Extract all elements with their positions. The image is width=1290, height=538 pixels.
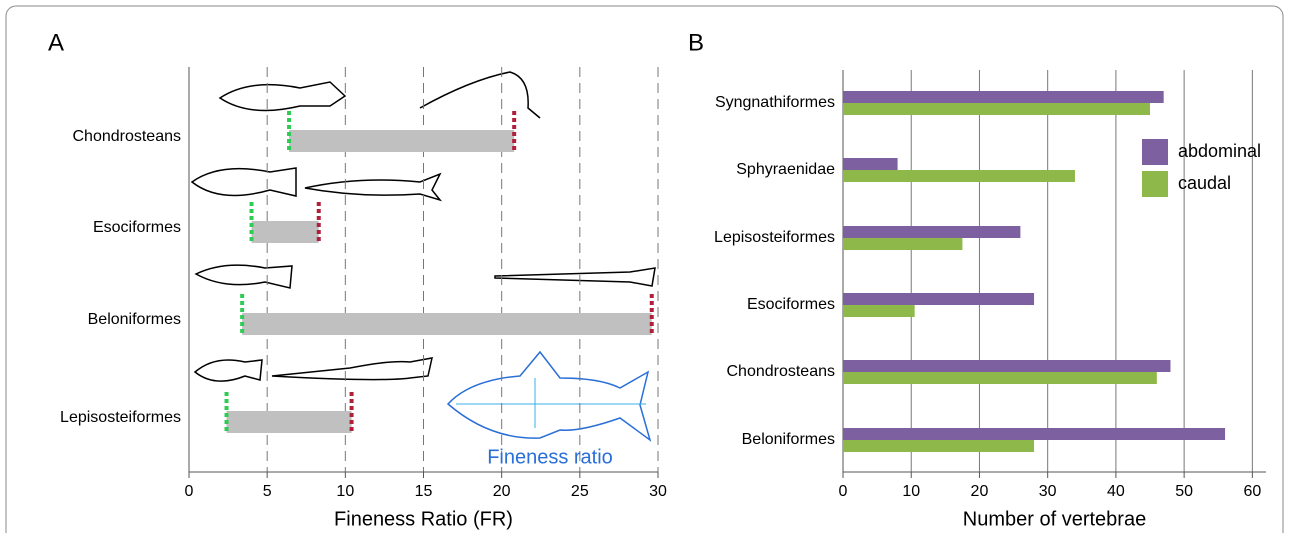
fish [194,264,293,289]
fish [419,71,541,119]
bar [843,158,898,170]
fish [304,172,443,202]
x-tick-label: 30 [1039,483,1057,500]
fish [271,357,433,381]
y-tick-label: Esociformes [747,296,835,313]
x-axis-title: Fineness Ratio (FR) [334,508,513,530]
x-tick-label: 50 [1175,483,1193,500]
fish [494,267,656,287]
x-tick-label: 30 [649,483,667,500]
range-bar [226,411,352,433]
y-tick-label: Sphyraenidae [736,161,835,178]
y-tick-label: Beloniformes [88,311,181,328]
range-bar [251,221,319,243]
y-tick-label: Chondrosteans [726,363,835,380]
bar [843,226,1021,238]
x-tick-label: 25 [571,483,589,500]
panel-label: A [48,29,64,56]
bar [843,293,1035,305]
range-bar [289,130,515,152]
bar [843,360,1171,372]
panel-label: B [688,29,704,56]
x-tick-label: 0 [839,483,848,500]
bar [843,238,963,250]
bar [843,428,1226,440]
bar [843,103,1151,115]
frame [5,5,1284,538]
bar [843,372,1157,384]
x-tick-label: 10 [336,483,354,500]
fish [190,167,297,197]
legend-label: caudal [1178,173,1231,193]
bar [843,440,1035,452]
legend-label: abdominal [1178,141,1261,161]
fish-drawings [190,71,656,442]
x-tick-label: 15 [415,483,433,500]
x-tick-label: 20 [493,483,511,500]
bar [843,91,1164,103]
legend-swatch [1142,139,1168,165]
y-tick-label: Esociformes [93,219,181,236]
x-axis-title: Number of vertebrae [963,508,1146,530]
bar [843,170,1075,182]
annotation: Fineness ratio [487,446,613,468]
annotation-fish [446,350,652,442]
x-tick-label: 0 [185,483,194,500]
y-tick-label: Beloniformes [742,431,835,448]
x-tick-label: 10 [902,483,920,500]
y-tick-label: Lepisosteiformes [60,409,181,426]
x-tick-label: 5 [263,483,272,500]
y-tick-label: Lepisosteiformes [714,229,835,246]
fish [193,359,263,382]
fish [218,81,347,112]
legend-swatch [1142,171,1168,197]
bar [843,305,915,317]
y-tick-label: Syngnathiformes [715,94,835,111]
x-tick-label: 20 [971,483,989,500]
x-tick-label: 60 [1243,483,1261,500]
range-bar [242,313,652,335]
y-tick-label: Chondrosteans [72,128,181,145]
x-tick-label: 40 [1107,483,1125,500]
